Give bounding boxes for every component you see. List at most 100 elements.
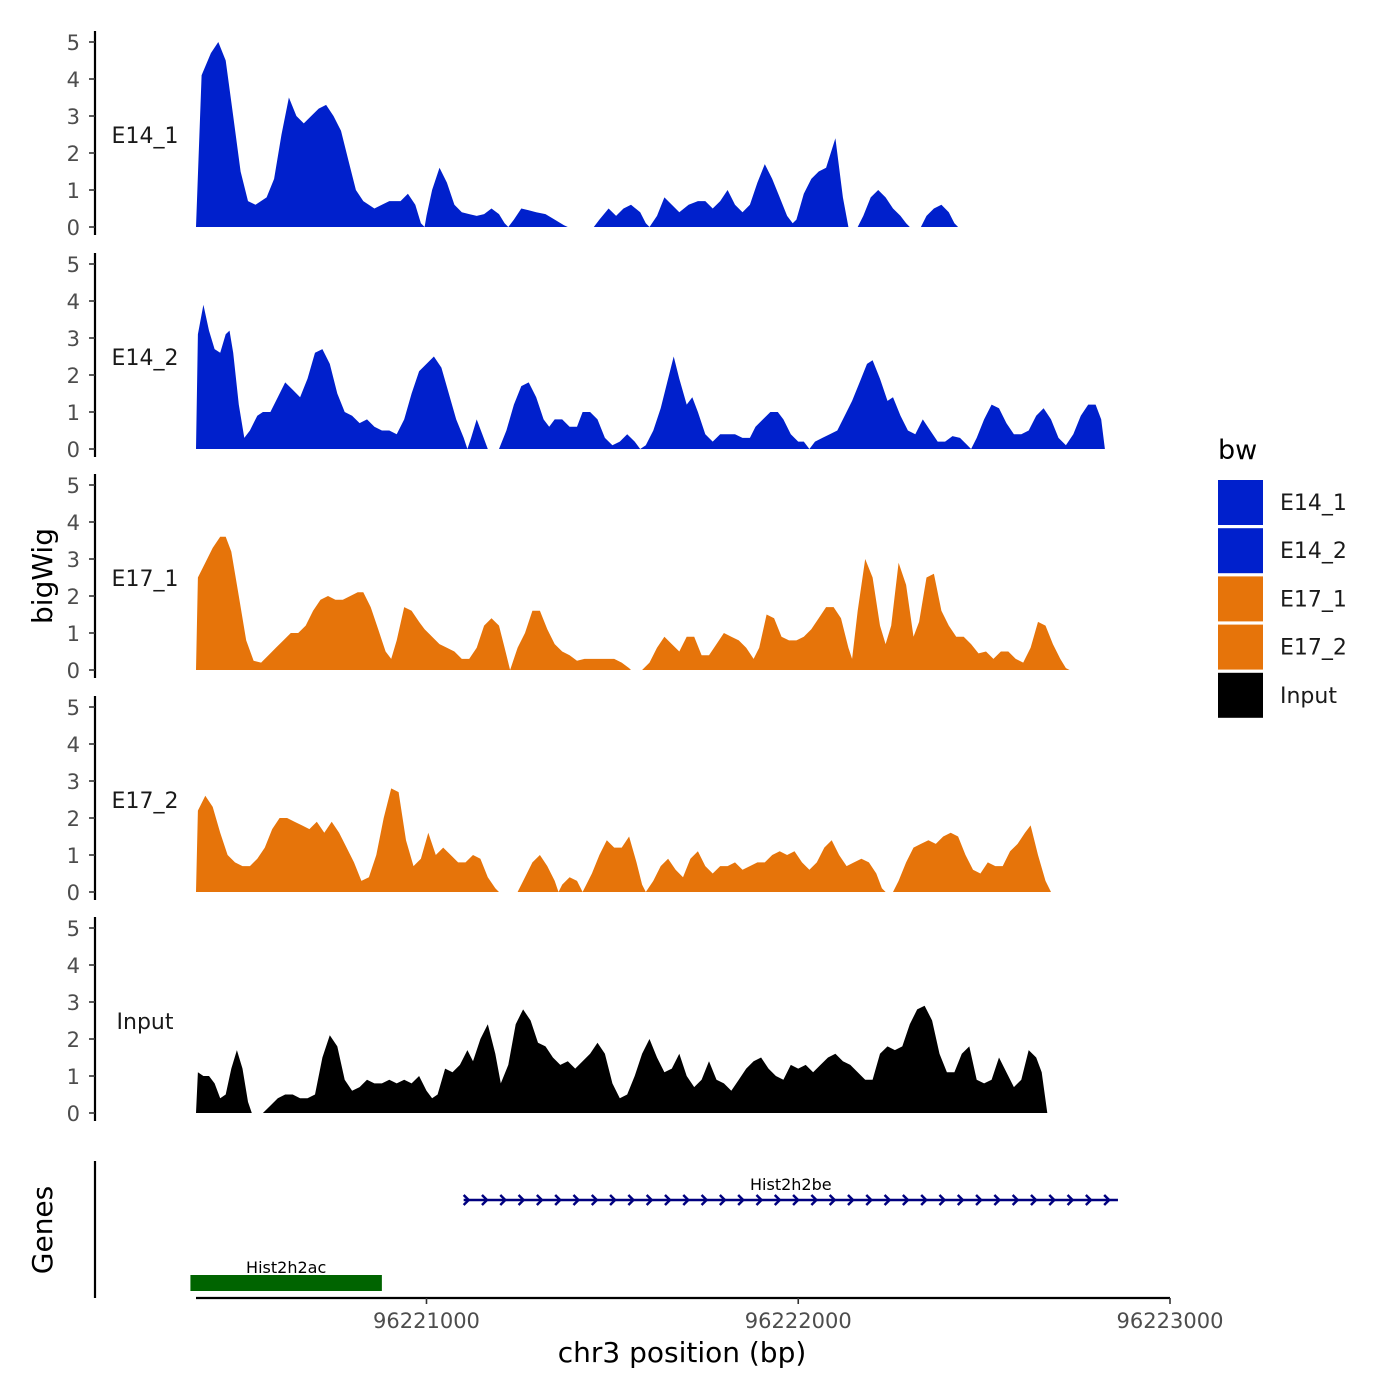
legend-item: E14_1: [1218, 480, 1347, 525]
signal-tracks: 0 1 2 3 4 5 E14_1 0 1 2 3 4 5 E14_2 0 1 2 3 4 5 E17_1 0 1 2 3 4 5 E…: [67, 31, 1105, 1126]
strand-arrow: [554, 1194, 562, 1206]
signal-area-E14_1: [196, 42, 977, 227]
strand-arrow: [1011, 1194, 1020, 1206]
gene-label: Hist2h2be: [750, 1175, 832, 1194]
y-tick-label: 2: [67, 142, 80, 166]
y-tick-label: 3: [67, 105, 80, 129]
track-label: E14_1: [112, 124, 179, 149]
gene-label: Hist2h2ac: [246, 1258, 326, 1277]
strand-arrow: [682, 1194, 691, 1206]
strand-arrow: [993, 1194, 1002, 1206]
y-tick-label: 0: [67, 216, 80, 240]
legend-label: E14_1: [1280, 491, 1347, 516]
y-tick-label: 1: [67, 1065, 80, 1089]
legend-swatch: [1218, 672, 1263, 718]
strand-arrow: [535, 1194, 544, 1206]
strand-arrow: [847, 1194, 855, 1206]
y-tick-label: 5: [67, 474, 80, 498]
y-tick-label: 3: [67, 770, 80, 794]
y-tick-label: 1: [67, 179, 80, 203]
y-tick-label: 2: [67, 807, 80, 831]
legend-title: bw: [1218, 435, 1257, 466]
signal-area-E17_1: [196, 536, 1104, 670]
genes-axis-title: Genes: [26, 1186, 59, 1274]
x-tick-label: 96222000: [745, 1309, 852, 1333]
track-label: E17_1: [112, 567, 179, 592]
y-tick-label: 3: [67, 548, 80, 572]
strand-arrow: [792, 1194, 800, 1206]
gene-track: Hist2h2be Hist2h2ac: [93, 1161, 1118, 1298]
y-axis-title: bigWig: [26, 528, 59, 624]
y-tick-label: 0: [67, 438, 80, 462]
y-tick-label: 2: [67, 364, 80, 388]
track-E14_1: 0 1 2 3 4 5 E14_1: [67, 31, 977, 240]
legend-swatch: [1218, 480, 1263, 525]
gene-body: [190, 1275, 382, 1291]
strand-arrow: [627, 1194, 636, 1206]
track-E17_1: 0 1 2 3 4 5 E17_1: [67, 474, 1104, 683]
y-tick-label: 1: [67, 401, 80, 425]
legend-item: E17_1: [1218, 576, 1347, 622]
y-tick-label: 0: [67, 659, 80, 683]
y-tick-label: 0: [67, 1102, 80, 1126]
x-tick-label: 96223000: [1117, 1309, 1224, 1333]
gene-Hist2h2be: Hist2h2be: [462, 1175, 1118, 1206]
legend-item: Input: [1218, 672, 1337, 718]
legend-swatch: [1218, 528, 1263, 574]
strand-arrow: [462, 1194, 471, 1206]
strand-arrow: [920, 1194, 928, 1206]
legend-item: E17_2: [1218, 624, 1347, 670]
strand-arrow: [590, 1194, 599, 1206]
y-tick-label: 5: [67, 253, 80, 277]
strand-arrow: [828, 1194, 837, 1206]
track-E14_2: 0 1 2 3 4 5 E14_2: [67, 253, 1105, 462]
strand-arrow: [664, 1194, 672, 1206]
legend-label: E17_2: [1280, 636, 1347, 661]
strand-arrow: [718, 1194, 727, 1206]
strand-arrow: [609, 1194, 617, 1206]
signal-area-Input: [196, 1005, 1048, 1113]
strand-arrow: [755, 1194, 764, 1206]
strand-arrow: [901, 1194, 910, 1206]
strand-arrow: [1030, 1194, 1038, 1206]
strand-arrow: [1103, 1194, 1111, 1206]
strand-arrow: [938, 1194, 947, 1206]
y-tick-label: 0: [67, 881, 80, 905]
strand-arrow: [1084, 1194, 1093, 1206]
legend-label: Input: [1280, 684, 1337, 709]
strand-arrow: [481, 1194, 489, 1206]
y-tick-label: 4: [67, 68, 80, 92]
legend-swatch: [1218, 624, 1263, 670]
strand-arrow: [700, 1194, 709, 1206]
track-label: Input: [117, 1010, 174, 1035]
strand-arrow: [737, 1194, 745, 1206]
strand-arrow: [810, 1194, 819, 1206]
strand-arrow: [1066, 1194, 1075, 1206]
track-label: E14_2: [112, 346, 179, 371]
y-tick-label: 5: [67, 917, 80, 941]
strand-arrow: [645, 1194, 654, 1206]
strand-arrow: [1048, 1194, 1057, 1206]
y-tick-label: 1: [67, 844, 80, 868]
track-label: E17_2: [112, 789, 179, 814]
legend-item: E14_2: [1218, 528, 1347, 574]
y-tick-label: 5: [67, 31, 80, 55]
gene-Hist2h2ac: Hist2h2ac: [190, 1258, 382, 1291]
legend-label: E17_1: [1280, 587, 1347, 612]
signal-area-E17_2: [196, 788, 1105, 892]
signal-area-E14_2: [196, 304, 1105, 449]
y-tick-label: 4: [67, 511, 80, 535]
legend-label: E14_2: [1280, 539, 1347, 564]
track-Input: 0 1 2 3 4 5 Input: [67, 917, 1048, 1126]
x-axis: 96221000 96222000 96223000: [196, 1296, 1224, 1333]
track-E17_2: 0 1 2 3 4 5 E17_2: [67, 696, 1105, 905]
y-tick-label: 5: [67, 696, 80, 720]
y-tick-label: 3: [67, 327, 80, 351]
strand-arrow: [956, 1194, 965, 1206]
y-tick-label: 4: [67, 954, 80, 978]
strand-arrow: [517, 1194, 526, 1206]
strand-arrow: [865, 1194, 874, 1206]
y-tick-label: 2: [67, 585, 80, 609]
